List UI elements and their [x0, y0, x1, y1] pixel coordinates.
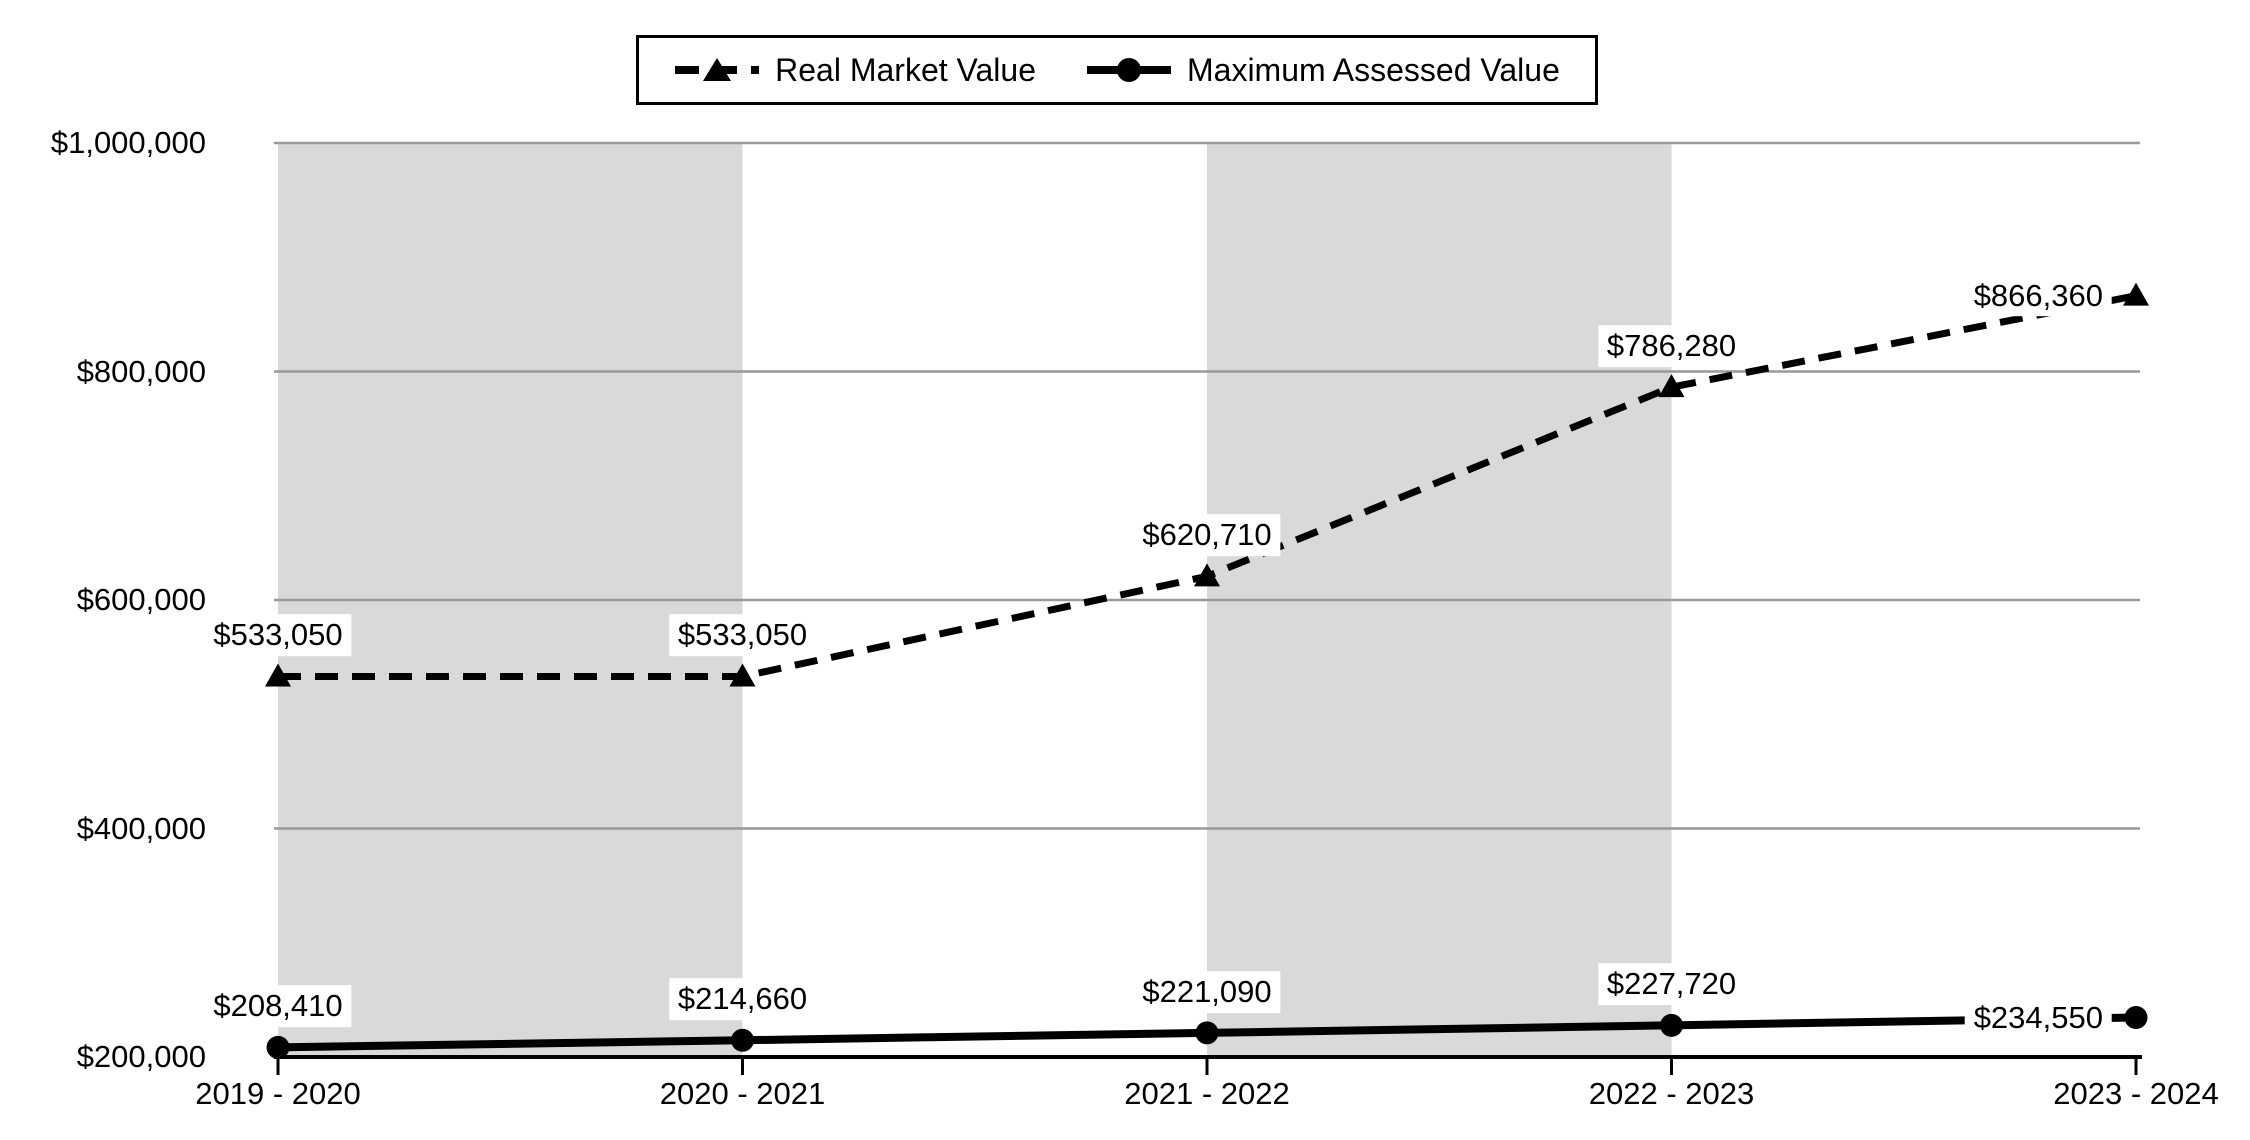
x-tick-label: 2020 - 2021 [659, 1076, 826, 1111]
circle-marker [731, 1028, 754, 1052]
legend-item-real-market-value: Real Market Value [674, 52, 1036, 89]
x-tick-label: 2023 - 2024 [2053, 1076, 2219, 1111]
data-label: $208,410 [204, 985, 352, 1028]
legend-item-maximum-assessed-value: Maximum Assessed Value [1086, 52, 1560, 89]
data-label: $214,660 [668, 978, 817, 1021]
circle-marker [1195, 1021, 1219, 1045]
y-tick-label: $800,000 [76, 353, 206, 389]
data-label: $866,360 [1964, 274, 2112, 317]
data-label: $221,090 [1133, 971, 1281, 1013]
triangle-marker [729, 663, 756, 687]
data-label: $533,050 [668, 614, 817, 657]
y-tick-label: $200,000 [76, 1039, 206, 1075]
dashed-line-triangle-marker-icon [675, 58, 760, 81]
data-label: $227,720 [1597, 963, 1746, 1006]
solid-line-circle-marker-icon [1086, 58, 1171, 82]
triangle-marker [2123, 282, 2149, 306]
x-tick-label: 2022 - 2023 [1588, 1076, 1755, 1111]
y-tick-label: $400,000 [76, 810, 206, 846]
x-tick-label: 2019 - 2020 [195, 1076, 361, 1111]
triangle-marker [1194, 563, 1220, 587]
legend-label-maximum-assessed-value: Maximum Assessed Value [1186, 51, 1560, 88]
legend: Real Market Value Maximum Assessed Value [636, 35, 1598, 105]
data-label: $533,050 [204, 614, 352, 657]
circle-marker [266, 1035, 290, 1059]
triangle-marker [265, 663, 291, 687]
circle-marker [2124, 1006, 2148, 1030]
circle-marker [1660, 1013, 1683, 1037]
data-label: $786,280 [1597, 325, 1746, 367]
data-label: $620,710 [1133, 514, 1281, 557]
triangle-marker [1658, 374, 1685, 398]
legend-label-real-market-value: Real Market Value [775, 51, 1036, 88]
y-tick-label: $600,000 [76, 582, 206, 618]
y-tick-label: $1,000,000 [50, 125, 206, 161]
x-tick-label: 2021 - 2022 [1124, 1076, 1290, 1111]
data-label: $234,550 [1964, 996, 2112, 1039]
